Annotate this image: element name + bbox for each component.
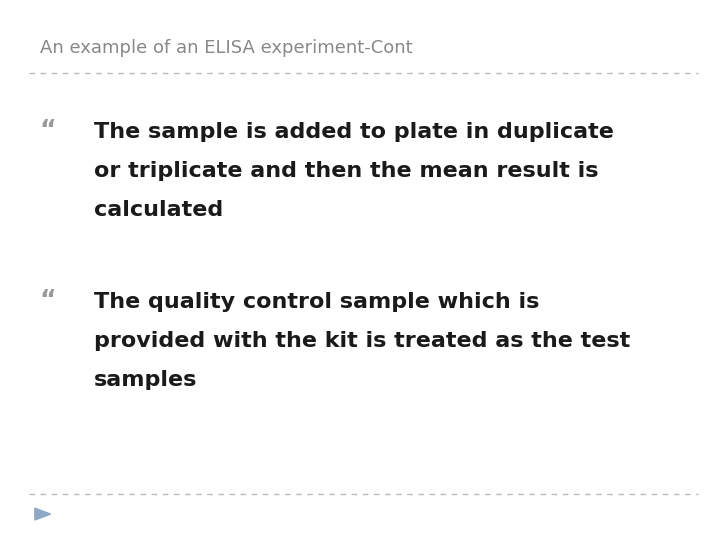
Text: “: “ [40,118,56,141]
Polygon shape [35,508,50,520]
Text: calculated: calculated [94,200,223,220]
Text: An example of an ELISA experiment-Cont: An example of an ELISA experiment-Cont [40,38,413,57]
Text: samples: samples [94,370,197,390]
Text: or triplicate and then the mean result is: or triplicate and then the mean result i… [94,161,598,181]
Text: provided with the kit is treated as the test: provided with the kit is treated as the … [94,331,630,352]
Text: “: “ [40,288,56,312]
Text: The sample is added to plate in duplicate: The sample is added to plate in duplicat… [94,122,613,143]
Text: The quality control sample which is: The quality control sample which is [94,292,539,313]
